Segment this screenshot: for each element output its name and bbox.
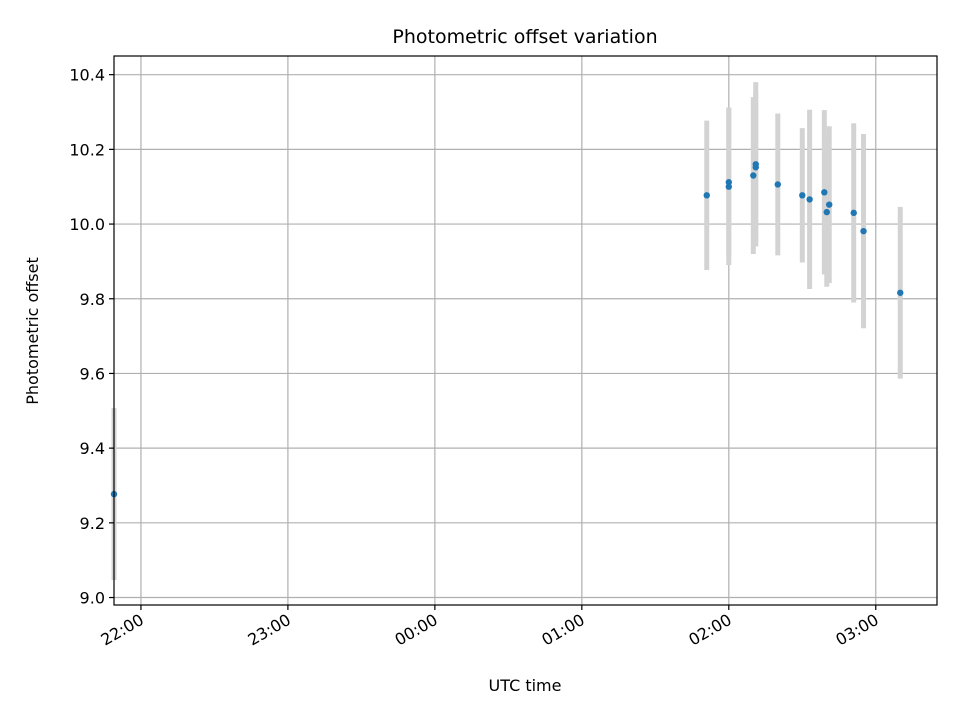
y-tick-label: 9.0 [80, 589, 105, 608]
error-bars [111, 82, 903, 580]
data-point [850, 209, 857, 217]
data-point [806, 196, 813, 203]
data-point [826, 201, 833, 208]
data-point [703, 192, 710, 199]
data-point [774, 181, 781, 188]
x-tick-label: 02:00 [685, 610, 734, 650]
data-point [750, 172, 757, 179]
x-axis-label: UTC time [489, 676, 562, 695]
data-point [799, 192, 806, 199]
y-tick-label: 9.4 [80, 439, 105, 458]
y-tick-label: 10.0 [69, 215, 105, 234]
x-axis-ticks: 22:00 23:00 00:00 01:00 02:00 03:00 [98, 605, 882, 650]
data-point [821, 189, 828, 196]
data-points [110, 161, 904, 498]
y-tick-label: 9.2 [80, 514, 105, 533]
y-axis-ticks: 9.0 9.2 9.4 9.6 9.8 10.0 10.2 10.4 [69, 66, 114, 608]
x-tick-label: 01:00 [538, 610, 587, 650]
chart-title: Photometric offset variation [392, 26, 657, 48]
x-tick-label: 03:00 [832, 610, 881, 650]
x-tick-label: 22:00 [98, 610, 147, 650]
y-tick-label: 10.2 [69, 140, 105, 159]
data-point [897, 289, 904, 296]
y-tick-label: 9.8 [80, 290, 105, 309]
y-axis-label: Photometric offset [23, 257, 42, 405]
grid [114, 56, 937, 605]
y-tick-label: 10.4 [69, 66, 105, 85]
data-point [823, 208, 830, 216]
plot-frame [113, 55, 938, 606]
data-point [725, 179, 733, 186]
data-point [725, 183, 733, 190]
data-point [752, 161, 759, 168]
y-tick-label: 9.6 [80, 364, 105, 383]
data-point [860, 227, 867, 235]
x-tick-label: 23:00 [244, 610, 293, 650]
x-tick-label: 00:00 [391, 610, 440, 650]
